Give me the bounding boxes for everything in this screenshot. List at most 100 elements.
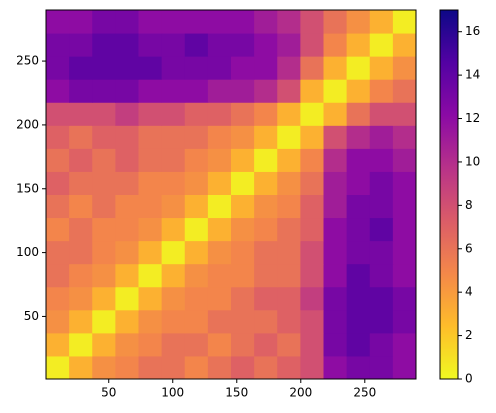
heatmap-cell [207, 125, 232, 149]
colorbar [439, 9, 459, 380]
heatmap-cell [254, 286, 278, 311]
heatmap-cell [207, 56, 232, 80]
heatmap-cell [92, 56, 116, 80]
heatmap-cell [138, 125, 163, 149]
heatmap-cell [46, 286, 70, 311]
heatmap-cell [231, 171, 255, 195]
heatmap-cell [184, 79, 209, 103]
heatmap-cell [92, 309, 116, 334]
heatmap-cell [369, 171, 394, 195]
heatmap-cell [184, 240, 209, 265]
heatmap-cell [254, 148, 278, 172]
heatmap-cell [346, 56, 371, 80]
heatmap-cell [254, 217, 278, 242]
heatmap-cell [277, 79, 301, 103]
heatmap-cell [138, 102, 163, 126]
heatmap-cell [369, 240, 394, 265]
heatmap-cell [46, 263, 70, 288]
heatmap-cell [69, 125, 93, 149]
heatmap-cell [92, 171, 116, 195]
heatmap-cell [323, 33, 348, 57]
heatmap-cell [92, 33, 116, 57]
heatmap-cell [92, 10, 116, 34]
heatmap-cell [392, 263, 417, 288]
heatmap-cell [346, 194, 371, 219]
heatmap-cell [369, 355, 394, 380]
heatmap-cell [115, 102, 139, 126]
heatmap-cell [46, 194, 70, 219]
heatmap-cell [46, 10, 70, 34]
heatmap-cell [161, 355, 186, 380]
plot-frame [45, 9, 417, 380]
colorbar-tick-label: 2 [465, 328, 473, 342]
heatmap-cell [346, 286, 371, 311]
heatmap-cell [207, 332, 232, 357]
heatmap-cell [346, 79, 371, 103]
heatmap-cell [46, 56, 70, 80]
heatmap-cell [300, 309, 324, 334]
heatmap-cell [369, 102, 394, 126]
heatmap-cell [323, 125, 348, 149]
heatmap-cell [207, 309, 232, 334]
heatmap-cell [46, 332, 70, 357]
heatmap-cell [138, 217, 163, 242]
heatmap-cell [323, 56, 348, 80]
heatmap-cell [346, 171, 371, 195]
heatmap-cell [138, 10, 163, 34]
heatmap-cell [92, 240, 116, 265]
heatmap-cell [277, 309, 301, 334]
heatmap-cell [115, 148, 139, 172]
heatmap-cell [254, 263, 278, 288]
heatmap-cell [115, 79, 139, 103]
heatmap-cell [138, 56, 163, 80]
heatmap-cell [231, 263, 255, 288]
heatmap-cell [69, 286, 93, 311]
heatmap-cell [254, 194, 278, 219]
heatmap-cell [346, 102, 371, 126]
heatmap-cell [300, 240, 324, 265]
heatmap-cell [231, 148, 255, 172]
heatmap-cell [254, 171, 278, 195]
heatmap-cell [69, 102, 93, 126]
heatmap-cell [69, 217, 93, 242]
heatmap-cell [392, 217, 417, 242]
heatmap-cell [231, 79, 255, 103]
heatmap-cell [115, 332, 139, 357]
colorbar-tick-label: 16 [465, 24, 480, 38]
heatmap-cell [46, 79, 70, 103]
heatmap-cell [300, 263, 324, 288]
heatmap-cell [300, 332, 324, 357]
heatmap-cell [254, 309, 278, 334]
heatmap-cell [138, 148, 163, 172]
heatmap-cell [231, 10, 255, 34]
heatmap-cell [161, 10, 186, 34]
heatmap-cell [184, 286, 209, 311]
heatmap-cell [161, 148, 186, 172]
heatmap-cell [369, 79, 394, 103]
heatmap-cell [277, 263, 301, 288]
heatmap-cell [346, 309, 371, 334]
heatmap-cell [231, 309, 255, 334]
heatmap-cell [69, 309, 93, 334]
heatmap-cell [392, 194, 417, 219]
heatmap-cell [46, 102, 70, 126]
heatmap-cell [231, 56, 255, 80]
heatmap-cell [369, 217, 394, 242]
heatmap-cell [115, 171, 139, 195]
heatmap-cell [369, 286, 394, 311]
heatmap-cell [277, 240, 301, 265]
heatmap-cell [254, 240, 278, 265]
heatmap-cell [161, 56, 186, 80]
heatmap-cell [300, 171, 324, 195]
heatmap-cell [277, 56, 301, 80]
colorbar-tick-label: 0 [465, 372, 473, 386]
heatmap-cell [231, 355, 255, 380]
colorbar-tick-label: 14 [465, 68, 480, 82]
heatmap-cell [46, 171, 70, 195]
heatmap-cell [46, 240, 70, 265]
heatmap-cell [69, 194, 93, 219]
heatmap-cell [369, 194, 394, 219]
heatmap-cell [323, 148, 348, 172]
heatmap-cell [369, 263, 394, 288]
